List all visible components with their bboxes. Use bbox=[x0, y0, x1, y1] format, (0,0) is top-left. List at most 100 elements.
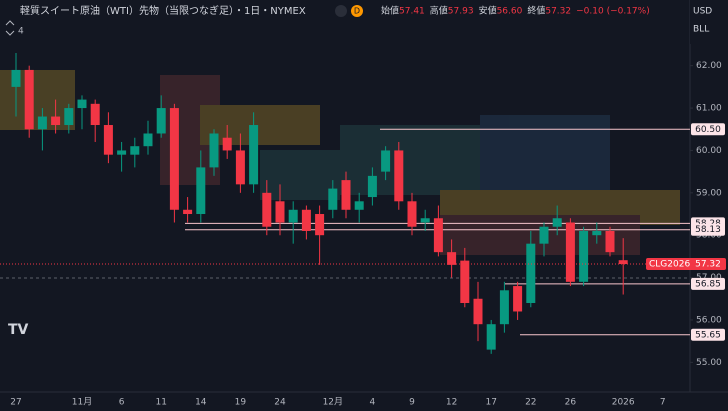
x-tick-label: 6 bbox=[119, 398, 125, 408]
candle-body bbox=[539, 226, 549, 244]
candle-body bbox=[301, 209, 311, 231]
x-tick-label: 22 bbox=[525, 398, 536, 408]
x-tick-label: 12 bbox=[446, 398, 457, 408]
candle-body bbox=[328, 188, 338, 210]
candle-body bbox=[354, 201, 364, 210]
price-label-bg bbox=[691, 328, 725, 341]
y-tick-label: 61.00 bbox=[696, 104, 722, 114]
y-tick-label: 59.00 bbox=[696, 188, 722, 198]
candle-body bbox=[618, 260, 628, 265]
candle-body bbox=[11, 69, 21, 87]
candle-body bbox=[37, 116, 47, 130]
candle-body bbox=[222, 137, 232, 151]
candle-body bbox=[169, 108, 179, 210]
candle-body bbox=[394, 150, 404, 202]
x-tick-label: 27 bbox=[10, 398, 21, 408]
candle-body bbox=[579, 230, 589, 282]
candle-body bbox=[513, 286, 523, 312]
ohlc-value: −0.10 (−0.17%) bbox=[576, 7, 650, 17]
candle-body bbox=[315, 214, 325, 236]
candle-body bbox=[262, 192, 272, 227]
candle-body bbox=[605, 230, 615, 253]
indicator-count[interactable]: 4 bbox=[18, 27, 24, 37]
candle-body bbox=[499, 290, 509, 325]
candle-body bbox=[288, 209, 298, 223]
candle-body bbox=[420, 218, 430, 223]
y-tick-label: 60.00 bbox=[696, 146, 722, 156]
candle-body bbox=[592, 230, 602, 236]
collapse-icon[interactable] bbox=[5, 20, 15, 36]
price-label: 56.85 bbox=[695, 279, 721, 289]
currency[interactable]: USD bbox=[693, 7, 712, 17]
ohlc-legend: 始値 57.41 高値 57.93 安値 56.60 終値 57.32 −0.10 (−0.17… bbox=[381, 5, 650, 17]
x-tick-label: 24 bbox=[274, 398, 286, 408]
candle-body bbox=[209, 133, 219, 168]
candle-body bbox=[156, 108, 166, 134]
x-tick-label: 11 bbox=[155, 398, 166, 408]
candle-body bbox=[447, 252, 457, 265]
x-tick-label: 7 bbox=[660, 398, 666, 408]
candle-body bbox=[341, 180, 351, 210]
x-tick-label: 11月 bbox=[72, 397, 92, 408]
candle-body bbox=[407, 201, 417, 227]
ohlc-label: 終値 bbox=[527, 5, 545, 17]
candle-body bbox=[275, 201, 285, 223]
candle-body bbox=[433, 218, 443, 253]
price-label: 55.65 bbox=[695, 330, 721, 340]
y-tick-label: 62.00 bbox=[696, 61, 722, 71]
candle-body bbox=[64, 108, 74, 126]
x-tick-label: 12月 bbox=[323, 397, 343, 408]
ohlc-label: 安値 bbox=[479, 5, 497, 17]
y-tick-label: 58.00 bbox=[696, 231, 722, 241]
price-label: 60.50 bbox=[695, 125, 721, 135]
candle-body bbox=[486, 324, 496, 350]
interval-badge-bg bbox=[351, 5, 363, 17]
price-label-bg bbox=[691, 223, 725, 236]
x-tick-label: 17 bbox=[485, 398, 496, 408]
x-tick-label: 14 bbox=[195, 398, 207, 408]
y-tick-label: 56.00 bbox=[696, 315, 722, 325]
x-tick-label: 2026 bbox=[612, 398, 635, 408]
candle-body bbox=[196, 167, 206, 215]
ohlc-label: 始値 bbox=[381, 5, 399, 17]
price-label-bg bbox=[691, 277, 725, 290]
last-price-label: 57.32 bbox=[695, 260, 721, 270]
interval-badge: D bbox=[354, 7, 360, 16]
unit-box bbox=[690, 0, 728, 44]
x-tick-label: 19 bbox=[235, 398, 247, 408]
candle-body bbox=[24, 69, 34, 130]
symbol-title[interactable]: 軽質スイート原油（WTI）先物（当限つなぎ足）・1日・NYMEX bbox=[20, 4, 306, 17]
candle-body bbox=[103, 125, 113, 155]
candle-body bbox=[249, 125, 259, 185]
candle-body bbox=[565, 222, 575, 282]
candle-body bbox=[367, 175, 377, 198]
candle-body bbox=[143, 133, 153, 147]
candle-body bbox=[51, 116, 61, 126]
price-label: 58.13 bbox=[695, 225, 721, 235]
unit[interactable]: BLL bbox=[693, 25, 709, 35]
candle-body bbox=[473, 298, 483, 325]
ohlc-value: 56.60 bbox=[497, 7, 523, 17]
logo: TV bbox=[8, 322, 29, 338]
x-tick-label: 4 bbox=[370, 398, 376, 408]
y-tick-label: 55.00 bbox=[696, 358, 722, 368]
last-price-symbol: CLG2026 bbox=[649, 260, 690, 270]
candle-body bbox=[77, 99, 87, 109]
candle-body bbox=[381, 150, 391, 172]
candle-body bbox=[460, 260, 470, 304]
candle-body bbox=[130, 146, 140, 155]
status-dot bbox=[335, 5, 347, 17]
price-label-bg bbox=[691, 123, 725, 136]
candle-body bbox=[235, 150, 245, 185]
x-tick-label: 9 bbox=[409, 398, 415, 408]
candle-body bbox=[90, 103, 100, 126]
candle-body bbox=[526, 243, 536, 304]
ohlc-value: 57.93 bbox=[448, 7, 474, 17]
last-price-bg bbox=[646, 258, 726, 271]
x-tick-label: 26 bbox=[565, 398, 577, 408]
ohlc-label: 高値 bbox=[430, 5, 448, 17]
candle-body bbox=[183, 209, 193, 215]
candle-body bbox=[117, 150, 127, 155]
